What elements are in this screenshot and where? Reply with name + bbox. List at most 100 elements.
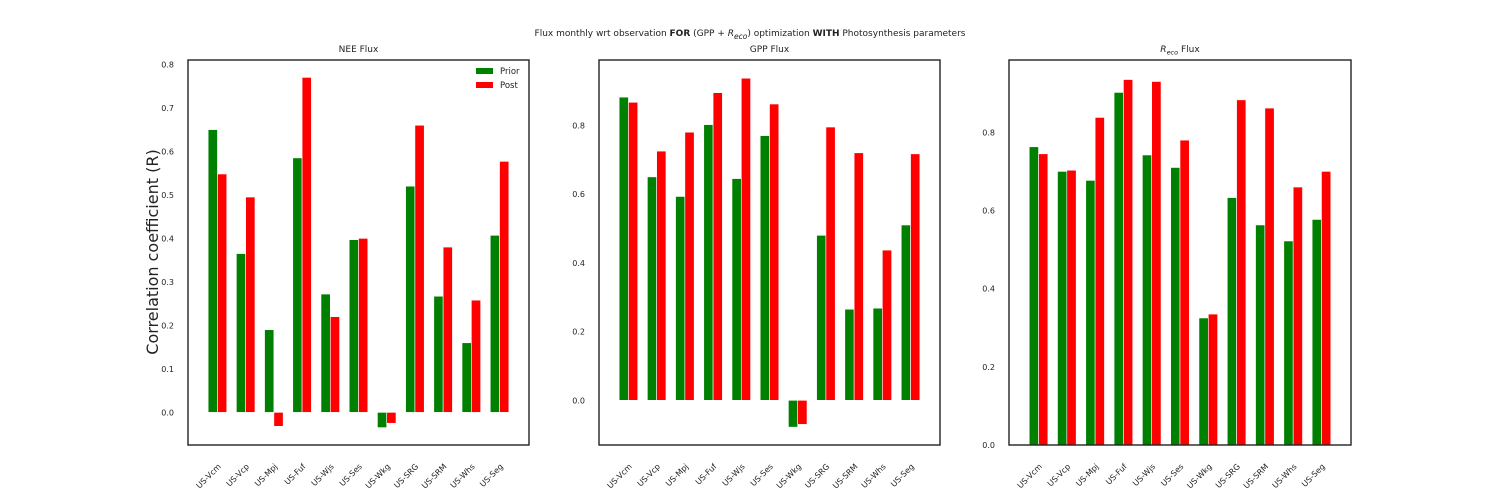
bar-post-US-Wjs	[1151, 81, 1162, 446]
bar-prior-US-SRG	[1226, 197, 1237, 446]
x-tick-label: US-Wjs	[1131, 462, 1157, 488]
axes-frame	[187, 59, 530, 446]
bar-post-US-Vcm	[1038, 153, 1049, 446]
legend-swatch-prior	[476, 68, 493, 74]
bar-prior-US-SRM	[433, 295, 444, 413]
y-tick-label: 0.4	[161, 234, 174, 243]
x-tick-label: US-Whs	[449, 462, 477, 490]
x-tick-label: US-Fuf	[694, 462, 719, 487]
bar-post-US-Mpj	[684, 131, 695, 401]
bar-prior-US-SRG	[405, 185, 416, 413]
bar-prior-US-Wkg	[1198, 317, 1209, 446]
bar-prior-US-Vcp	[1057, 171, 1068, 446]
x-tick-label: US-Mpj	[253, 462, 279, 488]
bar-post-US-SRG	[1236, 99, 1247, 446]
y-tick-label: 0.6	[161, 147, 174, 156]
x-tick-label: US-Wjs	[310, 462, 336, 488]
x-tick-label: US-SRM	[1242, 462, 1271, 491]
bar-prior-US-Wjs	[320, 293, 331, 413]
bar-post-US-Wjs	[740, 77, 751, 401]
bar-post-US-SRG	[825, 126, 836, 401]
title-r: R	[1160, 45, 1166, 55]
bar-prior-US-Vcp	[647, 176, 657, 401]
x-tick-label: US-Vcm	[195, 462, 223, 490]
y-tick-label: 0.8	[572, 121, 585, 130]
title-sub: eco	[1167, 49, 1179, 57]
x-tick-label: US-SRM	[831, 462, 860, 491]
x-tick-label: US-Wkg	[775, 462, 803, 490]
bar-post-US-Vcm	[217, 173, 228, 413]
x-tick-label: US-Wkg	[1185, 462, 1213, 490]
y-tick-label: 0.4	[982, 285, 995, 294]
bar-post-US-Seg	[1321, 171, 1332, 446]
suptitle-text: Photosynthesis parameters	[839, 29, 966, 39]
x-tick-label: US-Mpj	[664, 462, 690, 488]
bar-prior-US-Vcp	[236, 253, 246, 413]
x-tick-label: US-Fuf	[283, 462, 308, 487]
bar-post-US-Fuf	[301, 77, 312, 413]
bar-prior-US-Vcm	[1028, 146, 1039, 446]
bar-prior-US-Seg	[1311, 219, 1322, 446]
bar-post-US-SRM	[853, 152, 864, 401]
subplot-1: NEE Flux 0.0 0.1 0.2 0.3 0.4 0.5 0.6 0.7 0.8 US-Vc…	[161, 45, 530, 491]
bar-prior-US-Whs	[1283, 240, 1294, 446]
bar-post-US-Wkg	[1207, 313, 1218, 446]
title-rest: Flux	[1178, 45, 1200, 55]
suptitle-text: Flux monthly wrt observation	[534, 29, 670, 39]
x-tick-label: US-SRG	[803, 462, 831, 490]
y-tick-label: 0.2	[982, 363, 995, 372]
suptitle-text: ) optimization	[747, 29, 813, 39]
bar-post-US-Vcm	[628, 101, 639, 401]
suptitle-with: WITH	[812, 29, 840, 39]
x-tick-label: US-Seg	[889, 462, 916, 489]
y-tick-label: 0.3	[161, 278, 174, 287]
bar-prior-US-Seg	[900, 224, 911, 401]
subplot-title: NEE Flux	[339, 45, 379, 55]
bar-prior-US-Mpj	[264, 329, 275, 413]
x-tick-label: US-Ses	[338, 462, 364, 488]
x-tick-label: US-Vcp	[225, 462, 251, 488]
bar-prior-US-Fuf	[703, 124, 714, 401]
x-tick-label: US-Whs	[1271, 462, 1299, 490]
bar-prior-US-Wkg	[377, 412, 388, 428]
x-tick-label: US-Wkg	[364, 462, 392, 490]
bar-prior-US-Vcm	[618, 96, 629, 401]
axes-frame	[598, 59, 941, 446]
y-tick-label: 0.6	[982, 206, 995, 215]
bar-post-US-Whs	[1292, 186, 1303, 446]
subplot-2: GPP Flux 0.0 0.2 0.4 0.6 0.8 US-Vcm US-Vcp US-Mp…	[572, 45, 941, 491]
x-tick-label: US-Seg	[1300, 462, 1327, 489]
x-tick-label: US-SRG	[1214, 462, 1242, 490]
axes-frame	[1008, 59, 1352, 446]
y-tick-label: 0.4	[572, 259, 585, 268]
bar-prior-US-Wjs	[1142, 154, 1153, 446]
bar-post-US-Ses	[358, 238, 369, 413]
x-tick-label: US-SRG	[392, 462, 420, 490]
bar-post-US-Wkg	[386, 412, 397, 424]
bar-post-US-Mpj	[273, 412, 284, 427]
legend-label-post: Post	[500, 81, 518, 91]
bar-prior-US-Fuf	[292, 157, 303, 413]
bar-post-US-Vcp	[245, 196, 256, 413]
suptitle-text: (GPP +	[690, 29, 728, 39]
bar-post-US-SRM	[442, 246, 453, 413]
x-tick-label: US-Ses	[749, 462, 775, 488]
x-tick-label: US-Vcm	[606, 462, 634, 490]
bar-prior-US-Whs	[872, 307, 883, 401]
bar-post-US-Whs	[882, 249, 892, 401]
bar-prior-US-Ses	[1170, 167, 1181, 446]
y-tick-label: 0.2	[161, 321, 174, 330]
bar-post-US-Vcp	[1066, 169, 1077, 446]
bar-post-US-Vcp	[656, 150, 667, 401]
x-tick-label: US-Mpj	[1074, 462, 1100, 488]
y-tick-label: 0.8	[982, 128, 995, 137]
legend-label-prior: Prior	[500, 67, 520, 77]
bar-post-US-SRG	[414, 124, 425, 413]
x-tick-label: US-SRM	[420, 462, 449, 491]
legend: Prior Post	[476, 67, 520, 91]
x-tick-label: US-Wjs	[721, 462, 747, 488]
bar-prior-US-Whs	[461, 342, 472, 413]
suptitle-reco-sub: eco	[734, 31, 748, 41]
subplot-title: GPP Flux	[750, 45, 790, 55]
